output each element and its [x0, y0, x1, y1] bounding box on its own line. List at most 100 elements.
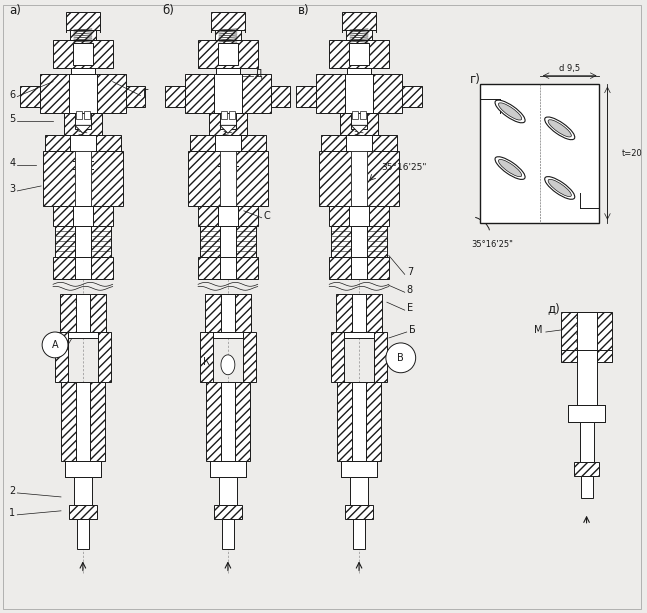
Text: 4: 4 — [9, 158, 16, 168]
Text: 35°16'25": 35°16'25" — [381, 162, 426, 172]
Text: В: В — [397, 353, 404, 363]
Bar — [213, 332, 243, 338]
Bar — [352, 294, 366, 332]
Bar — [210, 461, 222, 477]
Bar — [75, 151, 91, 206]
Text: Е: Е — [407, 303, 413, 313]
Ellipse shape — [498, 103, 521, 120]
Text: 1: 1 — [9, 508, 16, 518]
Bar — [296, 86, 316, 107]
Bar — [241, 135, 266, 151]
Ellipse shape — [495, 157, 525, 180]
Text: 35°16'25": 35°16'25" — [471, 240, 513, 249]
Bar — [576, 312, 597, 350]
Bar — [320, 151, 351, 206]
Bar — [221, 382, 235, 461]
Text: 6: 6 — [9, 89, 16, 99]
Bar — [369, 206, 389, 226]
Bar — [373, 74, 402, 113]
Bar — [220, 257, 236, 280]
Bar — [76, 294, 90, 332]
Text: 5: 5 — [9, 115, 16, 124]
Bar — [567, 405, 580, 422]
Text: А: А — [52, 340, 58, 350]
Bar — [206, 382, 221, 461]
Bar — [576, 350, 597, 405]
Polygon shape — [221, 355, 235, 375]
Bar — [73, 206, 93, 226]
Bar — [65, 461, 77, 477]
Bar — [345, 74, 373, 113]
Bar — [331, 226, 351, 257]
Bar — [322, 135, 346, 151]
Bar — [198, 206, 218, 226]
Bar — [55, 226, 75, 257]
Bar — [236, 257, 258, 280]
Bar — [60, 294, 76, 332]
Bar — [71, 67, 94, 74]
Bar — [340, 113, 378, 135]
Bar — [65, 461, 101, 477]
Bar — [200, 332, 213, 382]
Bar — [222, 519, 234, 549]
Bar — [84, 112, 90, 120]
Bar — [235, 382, 250, 461]
Text: г): г) — [470, 73, 481, 86]
Bar — [93, 206, 113, 226]
Bar — [211, 12, 245, 30]
Bar — [561, 350, 576, 362]
Bar — [221, 112, 227, 120]
Bar — [402, 86, 422, 107]
Text: М: М — [534, 325, 542, 335]
Bar — [351, 151, 367, 206]
Bar — [360, 112, 366, 120]
Bar — [367, 226, 387, 257]
Polygon shape — [351, 125, 367, 133]
Bar — [341, 461, 353, 477]
Ellipse shape — [495, 100, 525, 123]
Bar — [55, 332, 68, 382]
Bar — [43, 151, 75, 206]
Circle shape — [42, 332, 68, 358]
Bar — [53, 257, 75, 280]
Bar — [342, 12, 376, 30]
Bar — [91, 257, 113, 280]
Bar — [198, 257, 220, 280]
Bar — [75, 257, 91, 280]
Bar — [220, 113, 236, 129]
Bar — [76, 382, 90, 461]
Bar — [329, 40, 389, 67]
Bar — [480, 83, 600, 223]
Bar — [200, 226, 220, 257]
Text: 8: 8 — [407, 285, 413, 295]
Bar — [53, 206, 73, 226]
Bar — [349, 206, 369, 226]
Bar — [90, 382, 105, 461]
Bar — [75, 113, 91, 129]
Bar — [220, 151, 236, 206]
Bar — [347, 67, 371, 74]
Bar — [365, 461, 377, 477]
Bar — [366, 382, 381, 461]
Polygon shape — [220, 125, 236, 133]
Bar — [89, 461, 101, 477]
Text: в): в) — [298, 4, 309, 17]
Bar — [69, 505, 97, 519]
Bar — [235, 294, 251, 332]
Bar — [236, 151, 268, 206]
Bar — [73, 43, 93, 65]
Bar — [76, 112, 82, 120]
Text: 3: 3 — [9, 184, 16, 194]
Bar — [91, 226, 111, 257]
Bar — [220, 226, 236, 257]
Bar — [346, 30, 372, 40]
Bar — [316, 74, 345, 113]
Bar — [74, 477, 92, 505]
Bar — [349, 43, 369, 65]
Ellipse shape — [545, 177, 575, 199]
Bar — [91, 151, 122, 206]
Bar — [126, 86, 146, 107]
Bar — [341, 461, 377, 477]
Bar — [221, 294, 235, 332]
Bar — [234, 461, 246, 477]
